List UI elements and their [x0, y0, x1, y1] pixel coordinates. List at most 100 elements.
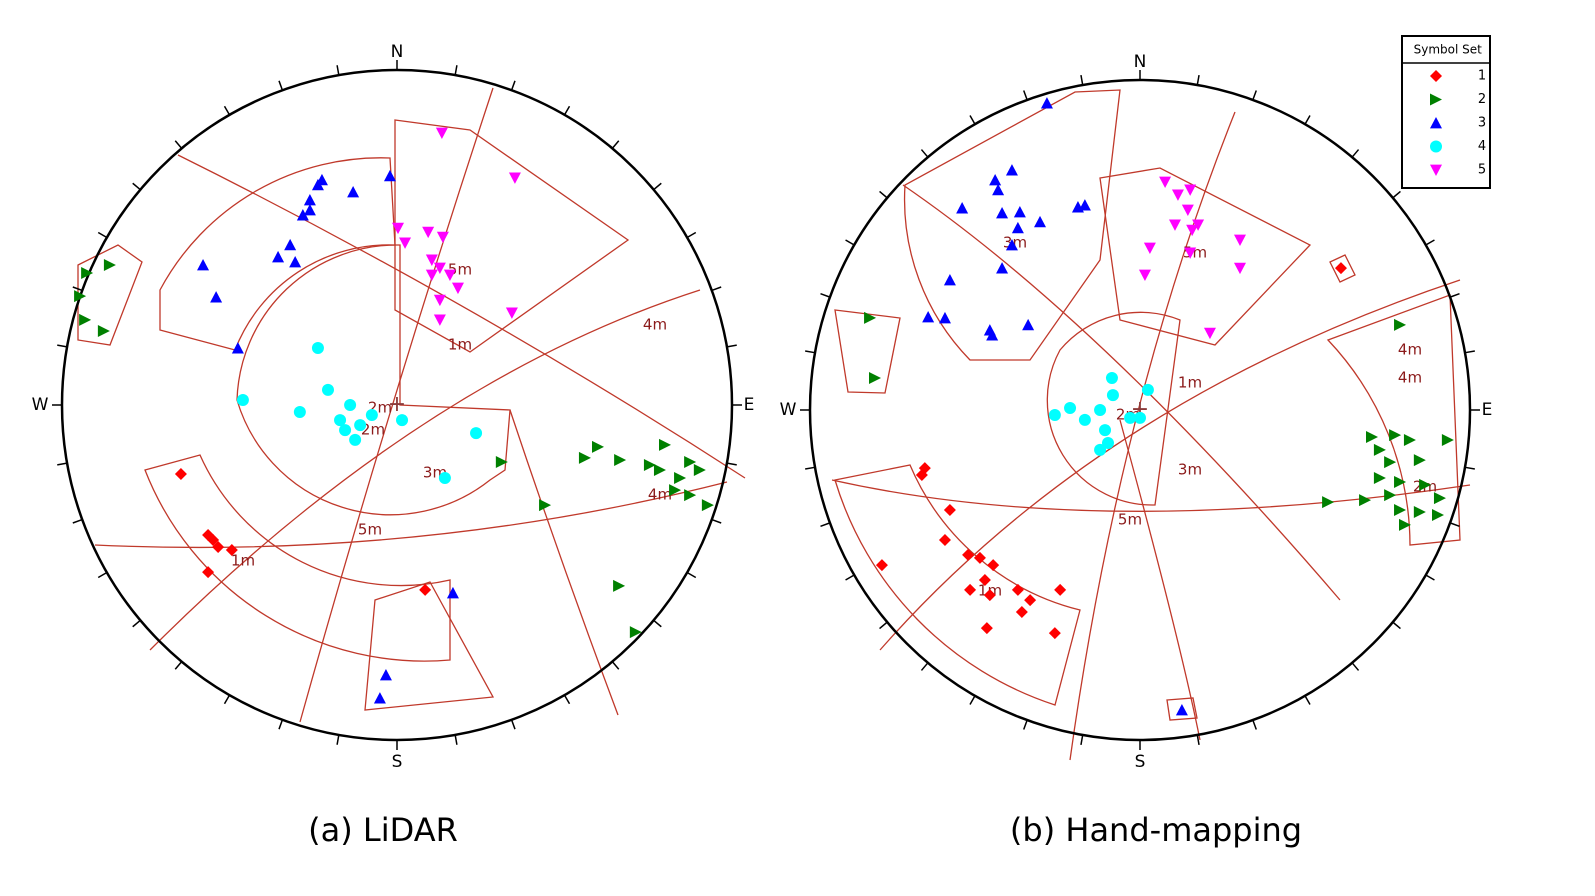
data-point	[433, 294, 446, 307]
rim-tick	[879, 190, 888, 199]
data-point	[210, 291, 223, 303]
rim-tick	[1304, 115, 1311, 125]
data-point	[989, 173, 1002, 186]
data-point	[1365, 431, 1378, 444]
data-point	[202, 566, 215, 579]
data-point	[1398, 518, 1411, 531]
data-point	[236, 393, 249, 406]
rim-tick	[1351, 149, 1360, 158]
rim-tick	[563, 694, 571, 705]
data-point	[922, 310, 935, 323]
rim-tick	[97, 231, 108, 239]
data-point	[1184, 247, 1197, 259]
data-point	[539, 499, 552, 512]
data-point	[225, 544, 238, 557]
data-point	[373, 692, 386, 704]
data-point	[864, 311, 877, 324]
windows-right	[831, 89, 1471, 761]
rim-tick	[879, 621, 888, 630]
data-point	[659, 438, 671, 451]
data-point	[207, 534, 220, 547]
data-point	[446, 586, 459, 599]
data-point	[592, 440, 604, 453]
caption: (b) Hand-mapping	[1010, 811, 1302, 849]
data-point	[992, 183, 1005, 196]
data-point	[1384, 489, 1397, 502]
data-point	[1359, 494, 1372, 507]
rim-tick	[726, 462, 737, 466]
data-point	[1186, 224, 1199, 237]
direction-label: W	[780, 400, 797, 420]
data-point	[293, 406, 306, 419]
legend-symbol	[1430, 70, 1442, 82]
direction-label: S	[392, 752, 403, 772]
rim-tick	[805, 466, 816, 470]
data-point	[1159, 176, 1172, 188]
data-point	[701, 499, 714, 512]
rim-tick	[653, 619, 662, 628]
legend: Symbol Set	[1401, 35, 1491, 189]
data-point	[1413, 454, 1426, 467]
rim-tick	[711, 518, 722, 524]
rim-tick	[711, 286, 722, 292]
window-label: 3m	[1178, 461, 1202, 479]
rim-tick	[97, 571, 108, 579]
rim-tick	[820, 522, 831, 527]
data-point	[422, 226, 435, 239]
window-label: 1m	[231, 552, 255, 570]
rim-tick	[1449, 522, 1460, 527]
rim-tick	[1196, 734, 1200, 745]
data-point	[684, 489, 697, 502]
data-point	[344, 399, 357, 411]
data-point	[272, 250, 285, 263]
data-point	[1048, 627, 1061, 640]
data-point	[296, 209, 309, 221]
data-point	[653, 463, 666, 476]
data-point	[943, 503, 956, 516]
rim-tick	[57, 344, 68, 348]
data-point	[1005, 239, 1018, 251]
data-point	[289, 255, 302, 268]
data-point	[1143, 242, 1156, 254]
data-point	[1168, 219, 1181, 231]
data-point	[231, 342, 244, 354]
data-point	[956, 202, 969, 214]
window-label: 5m	[1118, 511, 1142, 529]
data-point	[315, 173, 328, 186]
data-point	[349, 433, 362, 446]
data-point	[1384, 456, 1397, 469]
legend-header: Symbol	[1414, 43, 1459, 57]
data-point	[987, 559, 1000, 572]
window-label: 4m	[648, 486, 672, 504]
data-point	[436, 231, 449, 244]
data-point	[1011, 583, 1024, 596]
data-point	[629, 626, 642, 639]
rim-tick	[1080, 734, 1084, 745]
window-label: 4m	[643, 316, 667, 334]
rim-tick	[1252, 90, 1257, 101]
rim-tick	[1425, 239, 1435, 246]
data-point	[451, 282, 464, 295]
data-point	[311, 342, 324, 355]
data-point	[1094, 404, 1107, 416]
data-point	[365, 409, 378, 422]
window-label: 5m	[358, 521, 382, 539]
direction-label: E	[1482, 400, 1493, 420]
data-point	[643, 458, 656, 471]
rim-tick	[969, 695, 976, 705]
data-point	[321, 383, 334, 396]
data-point	[1233, 262, 1246, 275]
data-point	[74, 290, 87, 303]
data-point	[1203, 327, 1216, 340]
rim-tick	[969, 115, 976, 125]
data-point	[1373, 443, 1386, 456]
window-label: 5m	[1183, 244, 1207, 262]
legend-box	[1401, 35, 1491, 189]
legend-symbol	[1430, 93, 1442, 106]
data-point	[495, 455, 508, 468]
data-point	[1175, 703, 1188, 716]
data-point	[334, 414, 347, 427]
rim-tick	[223, 105, 231, 116]
rim-tick	[1080, 75, 1084, 86]
rim-tick	[278, 80, 284, 91]
